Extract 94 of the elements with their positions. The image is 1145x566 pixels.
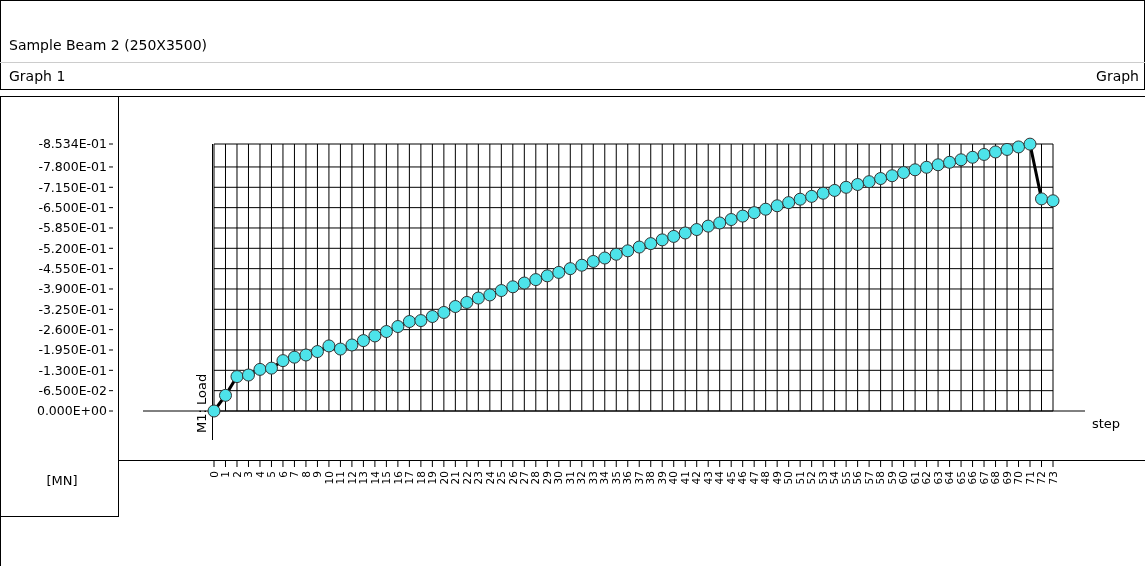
text: Graph	[1096, 68, 1139, 84]
x-tick-label: 4	[253, 470, 266, 478]
x-tick-label: 24	[483, 470, 496, 485]
x-tick-label: 73	[1046, 471, 1059, 485]
y-tick-label: -1.950E-01	[38, 342, 107, 358]
y-tick-label: -6.500E-01	[38, 200, 107, 216]
y-tick-label: -3.250E-01	[38, 301, 107, 317]
x-tick-label: 53	[816, 471, 829, 485]
x-tick-label: 51	[793, 471, 806, 485]
x-tick-label: 7	[288, 471, 301, 478]
x-tick-label: 19	[426, 471, 439, 485]
x-tick-label: 57	[862, 471, 875, 485]
x-tick-label: 14	[368, 470, 381, 485]
x-tick-label: 65	[954, 471, 967, 485]
y-tick-label: -5.200E-01	[38, 240, 107, 256]
x-tick-label: 58	[874, 471, 887, 485]
x-tick-label: 59	[885, 471, 898, 485]
x-tick-label: 29	[540, 471, 553, 485]
x-tick-label: 31	[563, 471, 576, 485]
x-tick-label: 26	[506, 470, 519, 485]
x-tick-label: 27	[517, 471, 530, 485]
x-tick-label: 10	[322, 471, 335, 485]
x-tick-label: 48	[759, 471, 772, 485]
x-tick-label: 37	[632, 471, 645, 485]
text: M1: Load	[194, 373, 209, 433]
x-tick-label: 55	[839, 471, 852, 485]
x-axis-title: step	[1092, 416, 1121, 431]
x-tick-label: 35	[609, 471, 622, 485]
x-tick-label: 72	[1035, 471, 1048, 485]
x-tick-label: 25	[495, 471, 507, 485]
x-tick-label: 50	[782, 471, 795, 485]
x-tick-label: 22	[460, 471, 473, 485]
x-tick-label: 21	[449, 471, 462, 485]
y-axis-title: [MN]	[46, 473, 78, 488]
y-tick-label: -4.550E-01	[38, 261, 107, 277]
x-tick-label: 30	[552, 471, 565, 485]
x-tick-label: 6	[276, 470, 289, 478]
x-tick-label: 39	[655, 471, 668, 485]
x-tick-label: 40	[667, 471, 680, 485]
x-tick-label: 38	[644, 471, 657, 485]
x-tick-label: 42	[690, 471, 703, 485]
x-tick-label: 1	[219, 471, 232, 478]
y-tick-label: -8.534E-01	[38, 136, 107, 152]
x-tick-label: 12	[345, 471, 358, 485]
x-tick-label: 32	[575, 471, 588, 485]
y-tick-label: -5.850E-01	[38, 220, 107, 236]
x-tick-label: 56	[851, 470, 864, 485]
y-tick-label: 0.000E+00	[36, 403, 108, 419]
y-tick-label: -7.800E-01	[38, 159, 107, 175]
x-tick-label: 5	[265, 471, 278, 478]
x-tick-label: 52	[805, 471, 818, 485]
x-tick-label: 33	[586, 471, 599, 485]
x-tick-label: 9	[311, 471, 324, 478]
x-tick-label: 0	[207, 471, 220, 478]
x-tick-label: 13	[357, 471, 370, 485]
x-tick-label: 28	[529, 471, 542, 485]
x-tick-label: 67	[977, 471, 990, 485]
y-tick-label: -2.600E-01	[38, 322, 107, 338]
x-tick-label: 18	[414, 471, 427, 485]
x-tick-label: 63	[931, 471, 944, 485]
x-tick-label: 54	[828, 470, 841, 485]
x-tick-label: 23	[472, 471, 485, 485]
y-tick-label: -3.900E-01	[38, 281, 107, 297]
x-tick-label: 15	[380, 471, 393, 485]
x-tick-label: 68	[989, 471, 1002, 485]
y-tick-label: -7.150E-01	[38, 179, 107, 195]
y-tick-label: -1.300E-01	[38, 362, 107, 378]
x-tick-label: 44	[713, 470, 726, 485]
x-tick-label: 70	[1012, 471, 1025, 485]
x-tick-label: 66	[966, 470, 979, 485]
y-tick-label: -6.500E-02	[38, 383, 107, 399]
x-tick-label: 62	[920, 471, 933, 485]
x-tick-label: 64	[943, 470, 956, 485]
x-tick-label: 11	[334, 471, 347, 485]
x-tick-label: 3	[242, 471, 255, 478]
x-tick-label: 36	[621, 470, 634, 485]
x-tick-label: 69	[1000, 471, 1013, 485]
x-tick-label: 17	[403, 471, 416, 485]
x-tick-label: 41	[678, 471, 691, 485]
x-tick-label: 46	[736, 470, 749, 485]
x-tick-label: 49	[770, 471, 783, 485]
chart-title: Sample Beam 2 (250X3500)	[9, 37, 208, 53]
x-tick-label: 2	[230, 471, 243, 478]
x-tick-label: 45	[724, 471, 737, 485]
x-tick-label: 16	[391, 470, 404, 485]
x-tick-label: 8	[299, 471, 312, 478]
x-tick-label: 47	[747, 471, 760, 485]
x-tick-label: 34	[598, 470, 611, 485]
x-tick-label: 61	[908, 471, 921, 485]
x-tick-label: 60	[897, 471, 910, 485]
text: Graph 1	[9, 68, 66, 84]
x-tick-label: 71	[1023, 471, 1036, 485]
x-tick-label: 20	[437, 471, 450, 485]
x-tick-label: 43	[701, 471, 714, 485]
